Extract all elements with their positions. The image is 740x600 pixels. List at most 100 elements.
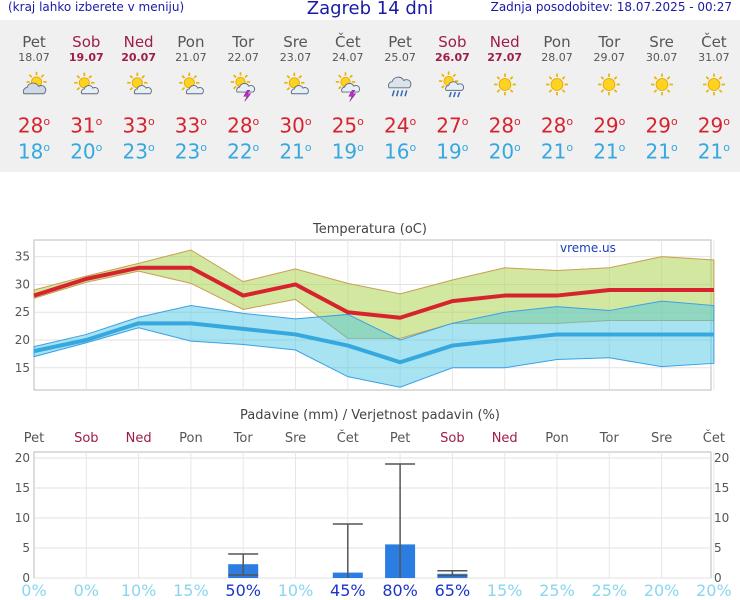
day-date: 19.07 bbox=[68, 51, 104, 64]
day-label: Čet bbox=[703, 430, 725, 446]
day-name: Čet bbox=[335, 33, 361, 51]
day-label: Pet bbox=[24, 431, 44, 446]
min-temp: 23o bbox=[122, 139, 155, 164]
day-date: 23.07 bbox=[279, 51, 312, 64]
day-column: Sob 19.07 31o 20o bbox=[60, 34, 112, 164]
precip-probability: 0% bbox=[74, 581, 99, 600]
sun-icon bbox=[598, 73, 621, 96]
max-temp: 27o bbox=[436, 113, 469, 138]
min-temp: 16o bbox=[384, 139, 417, 164]
day-date: 29.07 bbox=[593, 51, 626, 64]
max-temp: 29o bbox=[645, 113, 678, 138]
min-temp: 18o bbox=[17, 139, 51, 164]
day-column: Ned 27.07 28o 20o bbox=[479, 33, 531, 164]
sun-rain-icon bbox=[439, 71, 465, 98]
day-name: Pet bbox=[388, 33, 412, 51]
day-name: Ned bbox=[489, 33, 520, 51]
day-label: Pon bbox=[545, 431, 569, 446]
day-name: Čet bbox=[701, 33, 727, 51]
min-temp: 21o bbox=[593, 139, 626, 164]
temperature-chart: Temperatura (oC) 15 20 25 30 35 vreme.us bbox=[15, 222, 715, 391]
day-column: Pon 28.07 28o 21o bbox=[531, 33, 583, 164]
day-name: Tor bbox=[232, 33, 255, 51]
day-label: Ned bbox=[492, 431, 518, 446]
precip-probability: 10% bbox=[278, 581, 314, 600]
day-name: Pon bbox=[543, 33, 571, 51]
day-label: Pet bbox=[390, 431, 410, 446]
y-tick-label-right: 0 bbox=[714, 571, 722, 585]
day-date: 26.07 bbox=[434, 51, 470, 64]
sun-cloud-icon bbox=[74, 72, 100, 95]
day-date: 18.07 bbox=[18, 51, 50, 64]
sun-icon bbox=[493, 73, 516, 96]
min-temp: 23o bbox=[174, 139, 207, 164]
precip-probability: 25% bbox=[539, 581, 575, 600]
day-name: Ned bbox=[123, 33, 154, 51]
chart-title: Padavine (mm) / Verjetnost padavin (%) bbox=[240, 408, 500, 423]
day-label: Tor bbox=[233, 431, 254, 446]
y-tick-label: 20 bbox=[15, 451, 30, 465]
y-tick-label: 5 bbox=[22, 541, 30, 555]
max-temp: 25o bbox=[331, 113, 364, 138]
min-temp: 20o bbox=[488, 139, 521, 164]
y-tick-label-right: 5 bbox=[714, 541, 722, 555]
precipitation-chart: Padavine (mm) / Verjetnost padavin (%) Pe… bbox=[15, 408, 732, 600]
min-temp-band bbox=[33, 300, 715, 388]
precip-probability: 65% bbox=[435, 581, 471, 600]
plot-area bbox=[33, 451, 712, 579]
precip-probability: 50% bbox=[225, 581, 261, 600]
sun-icon bbox=[702, 73, 725, 96]
min-temp: 21o bbox=[279, 139, 312, 164]
sun-cloud-icon bbox=[283, 72, 309, 95]
day-column: Tor 29.07 29o 21o bbox=[583, 33, 635, 164]
last-update: Zadnja posodobitev: 18.07.2025 - 00:27 bbox=[490, 0, 732, 14]
partly-cloudy-icon bbox=[22, 71, 47, 95]
sun-cloud-icon bbox=[126, 72, 152, 95]
y-tick-label: 35 bbox=[15, 250, 30, 264]
location-note: (kraj lahko izberete v meniju) bbox=[8, 0, 185, 14]
day-column: Sre 30.07 29o 21o bbox=[636, 33, 688, 164]
day-label: Sre bbox=[285, 431, 306, 446]
min-temp: 21o bbox=[645, 139, 678, 164]
y-tick-label: 15 bbox=[15, 481, 30, 495]
day-column: Ned 20.07 33o 23o bbox=[113, 33, 165, 164]
max-temp: 31o bbox=[70, 113, 103, 138]
min-temp: 19o bbox=[331, 139, 364, 164]
day-label: Sre bbox=[651, 431, 672, 446]
day-name: Pet bbox=[22, 33, 46, 51]
day-name: Pon bbox=[177, 33, 205, 51]
page-title: Zagreb 14 dni bbox=[306, 0, 434, 19]
max-temp: 24o bbox=[384, 113, 417, 138]
day-name: Sre bbox=[283, 33, 308, 51]
precip-probability: 20% bbox=[644, 581, 680, 600]
max-temp: 28o bbox=[17, 113, 51, 138]
max-temp: 29o bbox=[697, 113, 730, 138]
day-label: Ned bbox=[126, 431, 152, 446]
y-tick-label: 15 bbox=[15, 361, 30, 375]
thunderstorm-sun-icon bbox=[230, 72, 256, 102]
day-name: Sre bbox=[649, 33, 674, 51]
day-date: 31.07 bbox=[698, 51, 730, 64]
max-temp-line bbox=[33, 265, 714, 320]
sun-icon bbox=[546, 73, 568, 96]
day-column: Sre 23.07 30o 21o bbox=[270, 33, 322, 164]
y-tick-label: 0 bbox=[22, 571, 30, 585]
day-label: Pon bbox=[179, 431, 203, 446]
max-temp: 33o bbox=[122, 113, 155, 138]
day-date: 25.07 bbox=[384, 51, 416, 64]
day-column: Pet 25.07 24o 16o bbox=[374, 33, 426, 164]
thunderstorm-sun-icon bbox=[335, 72, 360, 102]
day-name: Tor bbox=[598, 33, 621, 51]
precip-probability: 80% bbox=[382, 581, 418, 600]
precip-probability: 0% bbox=[21, 581, 46, 600]
min-temp: 22o bbox=[227, 139, 260, 164]
precip-probability: 15% bbox=[487, 581, 523, 600]
max-temp: 29o bbox=[593, 113, 626, 138]
precip-probability: 20% bbox=[696, 581, 732, 600]
min-temp: 21o bbox=[540, 139, 574, 164]
day-date: 30.07 bbox=[645, 51, 678, 64]
y-tick-label-right: 10 bbox=[714, 511, 729, 525]
chart-title: Temperatura (oC) bbox=[312, 222, 427, 237]
max-temp: 28o bbox=[540, 113, 574, 138]
day-label: Čet bbox=[337, 430, 359, 446]
